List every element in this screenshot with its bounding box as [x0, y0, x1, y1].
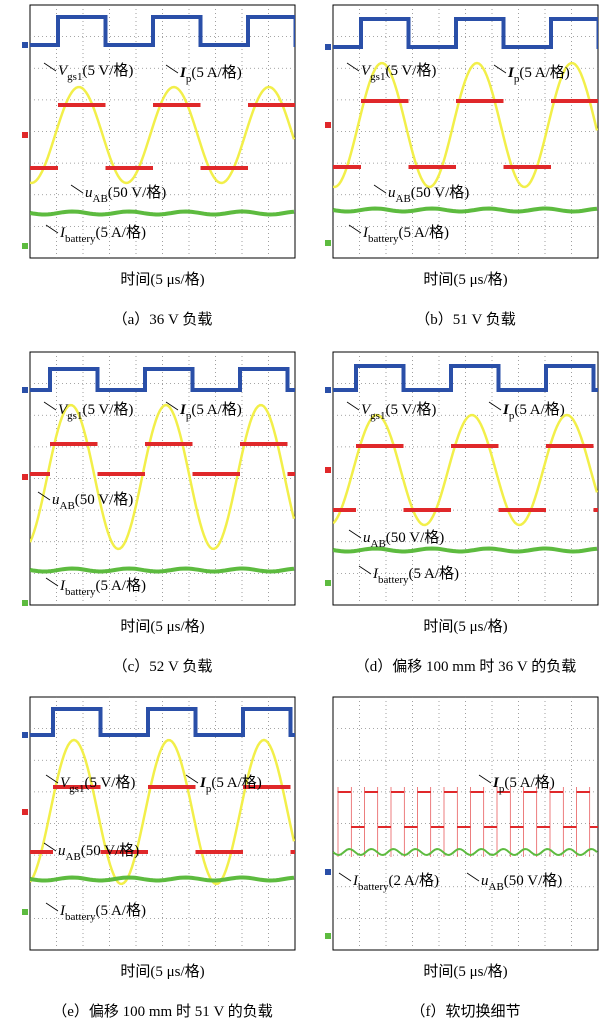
- ch-marker: [22, 909, 28, 915]
- ch-marker: [325, 933, 331, 939]
- label-subscript: AB: [371, 538, 386, 550]
- figure: Vgs1(5 V/格)Ip(5 A/格)uAB(50 V/格)Ibattery(…: [0, 0, 616, 1021]
- label-unit: (5 A/格): [191, 401, 241, 418]
- label-unit: (5 V/格): [385, 401, 436, 418]
- scope-panel: Vgs1(5 V/格)Ip(5 A/格)uAB(50 V/格)Ibattery(…: [325, 352, 616, 675]
- label-unit: (5 A/格): [519, 64, 569, 81]
- label-unit: (5 V/格): [385, 62, 436, 79]
- label-unit: (5 V/格): [82, 401, 133, 418]
- label-symbol: u: [363, 530, 371, 546]
- ch-marker: [325, 44, 331, 50]
- label-unit: (5 A/格): [399, 224, 449, 241]
- label-unit: (5 A/格): [96, 224, 146, 241]
- label-subscript: battery: [378, 574, 409, 586]
- label-unit: (5 A/格): [191, 64, 241, 81]
- ch-marker: [325, 387, 331, 393]
- caption: （f）软切换细节: [411, 1003, 521, 1020]
- label-unit: (50 V/格): [75, 491, 133, 508]
- label-subscript: gs1: [67, 71, 82, 83]
- ch-marker: [325, 240, 331, 246]
- label-symbol: u: [58, 843, 66, 859]
- label-subscript: AB: [66, 851, 81, 863]
- label-unit: (2 A/格): [389, 872, 439, 889]
- x-axis-label: 时间(5 μs/格): [423, 271, 507, 288]
- caption: （e）偏移 100 mm 时 51 V 的负载: [52, 1003, 273, 1020]
- ch-marker: [22, 42, 28, 48]
- caption: （c）52 V 负载: [113, 658, 213, 675]
- ch-marker: [22, 732, 28, 738]
- label-subscript: battery: [65, 586, 96, 598]
- label-subscript: AB: [60, 500, 75, 512]
- ch-marker: [22, 387, 28, 393]
- ch-marker: [325, 580, 331, 586]
- ch-marker: [22, 809, 28, 815]
- label-unit: (5 A/格): [514, 401, 564, 418]
- scope-panel: Vgs1(5 V/格)Ip(5 A/格)uAB(50 V/格)Ibattery(…: [325, 5, 616, 328]
- label-unit: (50 V/格): [411, 184, 469, 201]
- label-unit: (50 V/格): [81, 842, 139, 859]
- x-axis-label: 时间(5 μs/格): [423, 618, 507, 635]
- label-subscript: battery: [65, 911, 96, 923]
- label-unit: (5 A/格): [504, 774, 554, 791]
- label-subscript: battery: [358, 881, 389, 893]
- label-unit: (5 A/格): [409, 565, 459, 582]
- label-subscript: gs1: [370, 71, 385, 83]
- label-unit: (50 V/格): [504, 872, 562, 889]
- ch-marker: [22, 600, 28, 606]
- label-symbol: u: [85, 185, 93, 201]
- scope-panel: Ip(5 A/格)Ibattery(2 A/格)uAB(50 V/格)时间(5 …: [325, 697, 603, 1020]
- caption: （a）36 V 负载: [113, 311, 213, 328]
- label-symbol: u: [481, 873, 489, 889]
- label-subscript: battery: [368, 233, 399, 245]
- x-axis-label: 时间(5 μs/格): [120, 618, 204, 635]
- label-subscript: AB: [396, 193, 411, 205]
- label-unit: (5 A/格): [96, 902, 146, 919]
- caption: （d）偏移 100 mm 时 36 V 的负载: [355, 658, 576, 675]
- label-unit: (5 V/格): [82, 62, 133, 79]
- label-unit: (50 V/格): [108, 184, 166, 201]
- ch-marker: [325, 122, 331, 128]
- label-unit: (5 A/格): [211, 774, 261, 791]
- caption: （b）51 V 负载: [415, 311, 516, 328]
- label-subscript: gs1: [67, 410, 82, 422]
- label-subscript: AB: [93, 193, 108, 205]
- label-subscript: gs1: [370, 410, 385, 422]
- label-subscript: gs1: [69, 783, 84, 795]
- ch-marker: [22, 132, 28, 138]
- x-axis-label: 时间(5 μs/格): [423, 963, 507, 980]
- label-unit: (5 V/格): [84, 774, 135, 791]
- label-subscript: AB: [489, 881, 504, 893]
- ch-marker: [22, 474, 28, 480]
- label-subscript: battery: [65, 233, 96, 245]
- label-symbol: u: [388, 185, 396, 201]
- x-axis-label: 时间(5 μs/格): [120, 271, 204, 288]
- x-axis-label: 时间(5 μs/格): [120, 963, 204, 980]
- ch-marker: [325, 869, 331, 875]
- ch-marker: [22, 243, 28, 249]
- label-symbol: u: [52, 492, 60, 508]
- label-unit: (5 A/格): [96, 577, 146, 594]
- ch-marker: [325, 467, 331, 473]
- label-unit: (50 V/格): [386, 529, 444, 546]
